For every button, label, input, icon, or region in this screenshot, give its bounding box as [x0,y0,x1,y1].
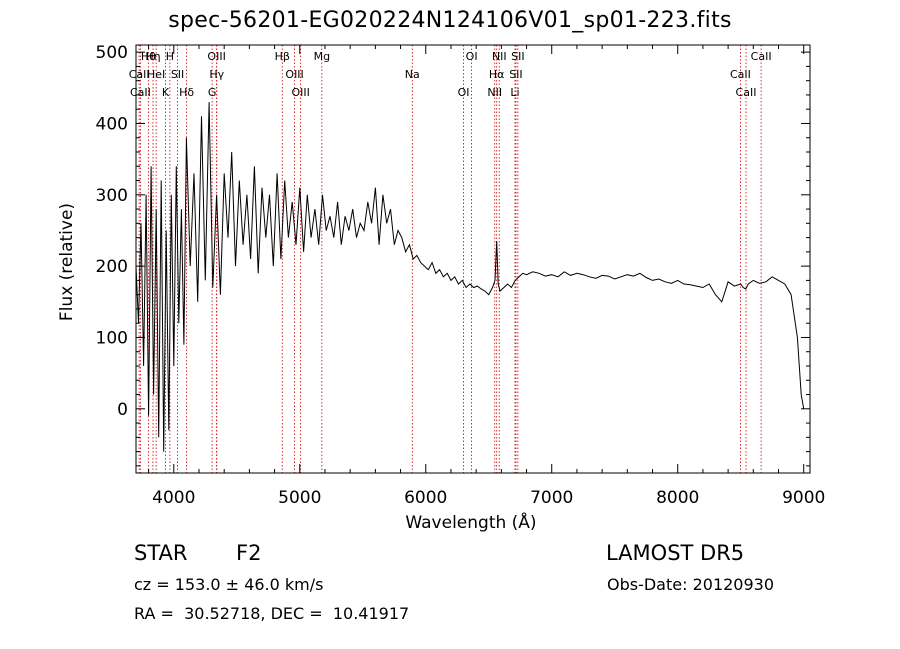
marker-label: Hα [489,68,505,81]
marker-label: Li [510,86,519,99]
marker-label: NII [487,86,502,99]
marker-label: K [162,86,170,99]
line-marker-labels: HθCaIICaIIHηHeIKHSIIHδOIIIHγGHβOIIIOIIIM… [129,50,772,99]
obs-date: Obs-Date: 20120930 [607,575,775,594]
x-tick-label: 6000 [404,488,447,508]
y-tick-label: 100 [96,328,128,348]
spectrum-line [135,102,805,452]
marker-label: CaII [751,50,772,63]
plot-frame [135,44,811,474]
marker-label: SII [509,68,522,81]
marker-label: Hγ [209,68,224,81]
x-tick-label: 9000 [782,488,825,508]
marker-label: HeI [147,68,165,81]
marker-label: OI [466,50,478,63]
marker-label: OIII [291,86,309,99]
y-tick-label: 400 [96,114,128,134]
marker-label: Mg [314,50,330,63]
marker-label: CaII [129,68,150,81]
y-tick-label: 0 [117,400,128,420]
marker-label: H [166,50,174,63]
marker-label: CaII [130,86,151,99]
x-tick-label: 8000 [656,488,699,508]
x-tick-label: 7000 [530,488,573,508]
x-axis-label: Wavelength (Å) [405,511,536,533]
marker-label: Hβ [275,50,290,63]
coordinates-text: RA = 30.52718, DEC = 10.41917 [134,604,410,623]
y-tick-label: 500 [96,43,128,63]
marker-label: G [208,86,217,99]
chart-title: spec-56201-EG020224N124106V01_sp01-223.f… [168,8,732,33]
y-axis-label: Flux (relative) [57,203,77,321]
marker-label: SII [511,50,524,63]
x-tick-label: 5000 [278,488,321,508]
marker-label: Hθ [141,50,156,63]
object-class: STAR [134,541,188,565]
marker-label: OIII [207,50,225,63]
survey-name: LAMOST DR5 [606,541,745,565]
redshift-text: cz = 153.0 ± 46.0 km/s [134,575,324,594]
x-axis: 4000 5000 6000 7000 8000 9000 [148,45,825,508]
line-markers [138,45,762,473]
marker-label: SII [171,68,184,81]
y-tick-label: 300 [96,186,128,206]
marker-label: NII [492,50,507,63]
marker-label: CaII [730,68,751,81]
object-subclass: F2 [236,541,262,565]
marker-label: Hδ [179,86,194,99]
marker-label: OIII [285,68,303,81]
y-axis: 0 100 200 300 400 500 [96,43,810,467]
marker-label: Na [405,68,420,81]
x-tick-label: 4000 [152,488,195,508]
marker-label: Hη [145,50,160,63]
marker-label: CaII [736,86,757,99]
marker-label: OI [458,86,470,99]
y-tick-label: 200 [96,257,128,277]
